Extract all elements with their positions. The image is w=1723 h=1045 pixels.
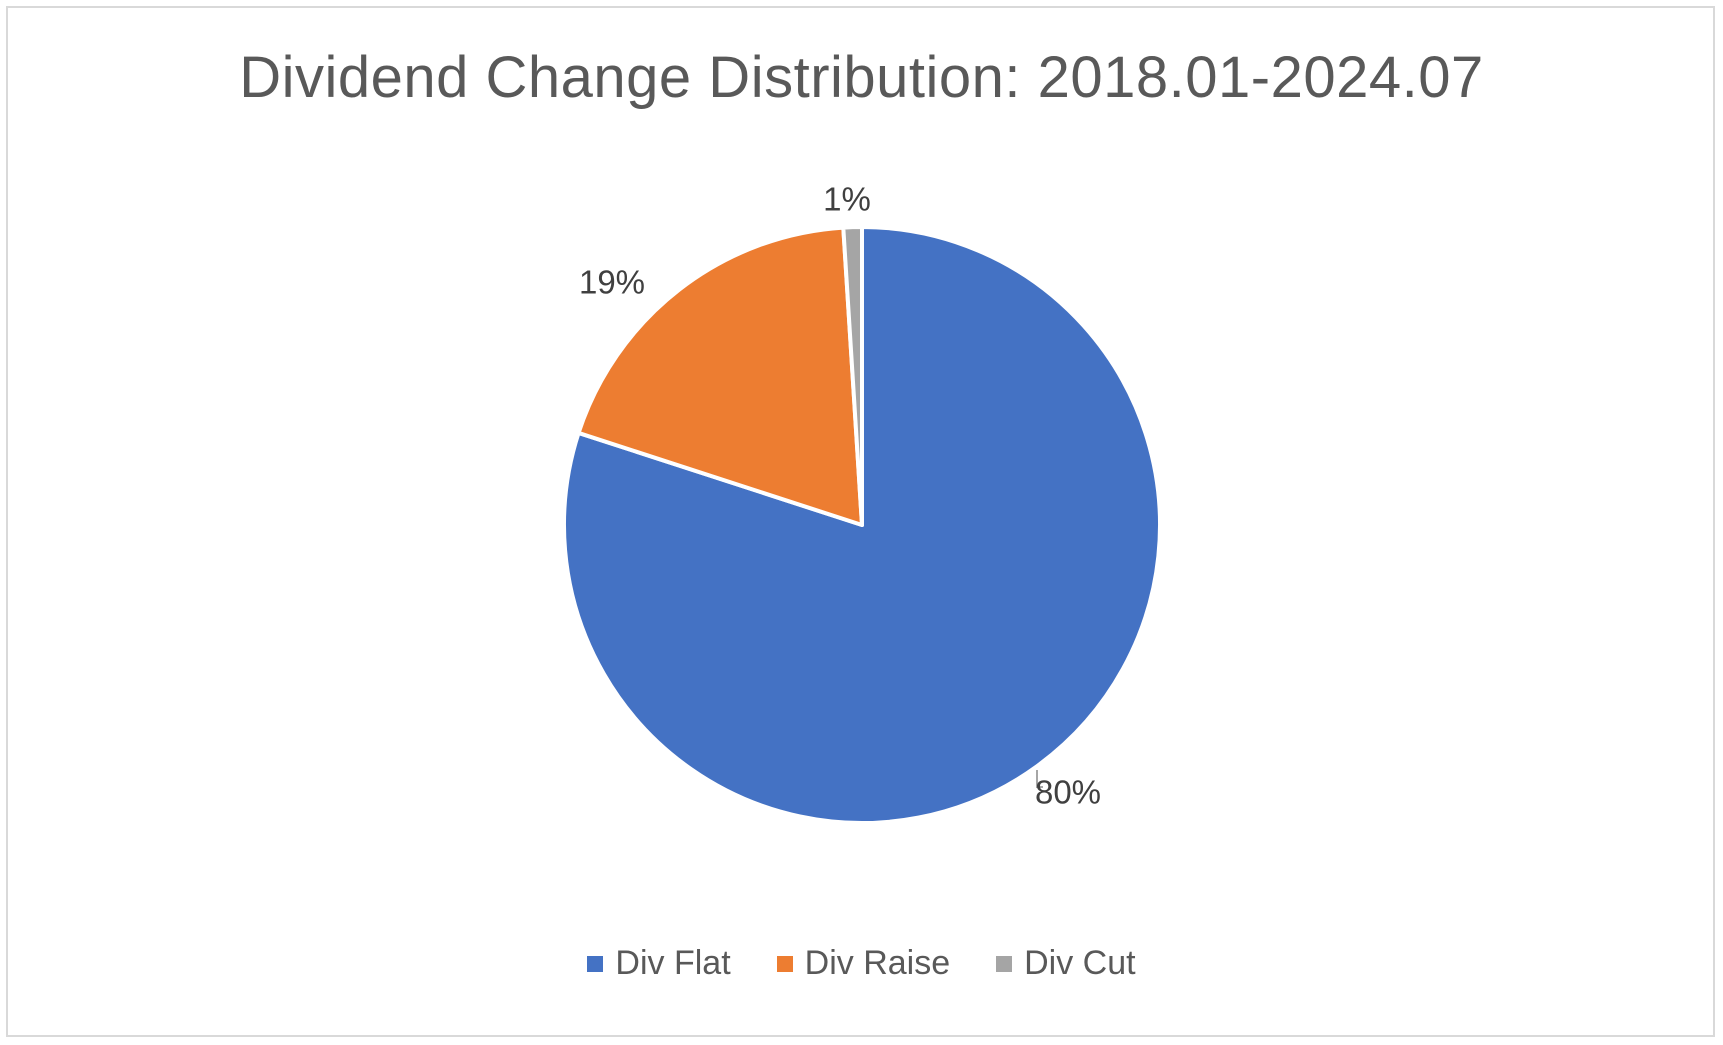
legend-label-div-cut: Div Cut — [1024, 944, 1136, 982]
legend-item-div-cut: Div Cut — [996, 944, 1136, 983]
pie-slices — [562, 225, 1162, 825]
legend-label-div-raise: Div Raise — [804, 944, 951, 982]
data-label-div-cut: 1% — [823, 181, 871, 218]
chart-title: Dividend Change Distribution: 2018.01-20… — [239, 45, 1484, 110]
leader-lines — [1036, 770, 1043, 788]
pie-slice-div-raise — [576, 225, 864, 527]
legend-item-div-flat: Div Flat — [587, 944, 731, 983]
legend-swatch-div-cut — [996, 955, 1013, 972]
legend-label-div-flat: Div Flat — [615, 944, 731, 982]
data-label-div-raise: 19% — [579, 264, 645, 301]
data-label-div-flat: 80% — [1035, 774, 1101, 811]
pie-slice-div-cut — [841, 225, 864, 527]
leader-line-div-flat — [1036, 770, 1043, 788]
legend: Div Flat Div Raise Div Cut — [0, 944, 1723, 983]
legend-item-div-raise: Div Raise — [776, 944, 951, 983]
data-labels: 80% 19% 1% — [579, 181, 1101, 811]
legend-swatch-div-raise — [776, 955, 793, 972]
legend-swatch-div-flat — [587, 955, 604, 972]
